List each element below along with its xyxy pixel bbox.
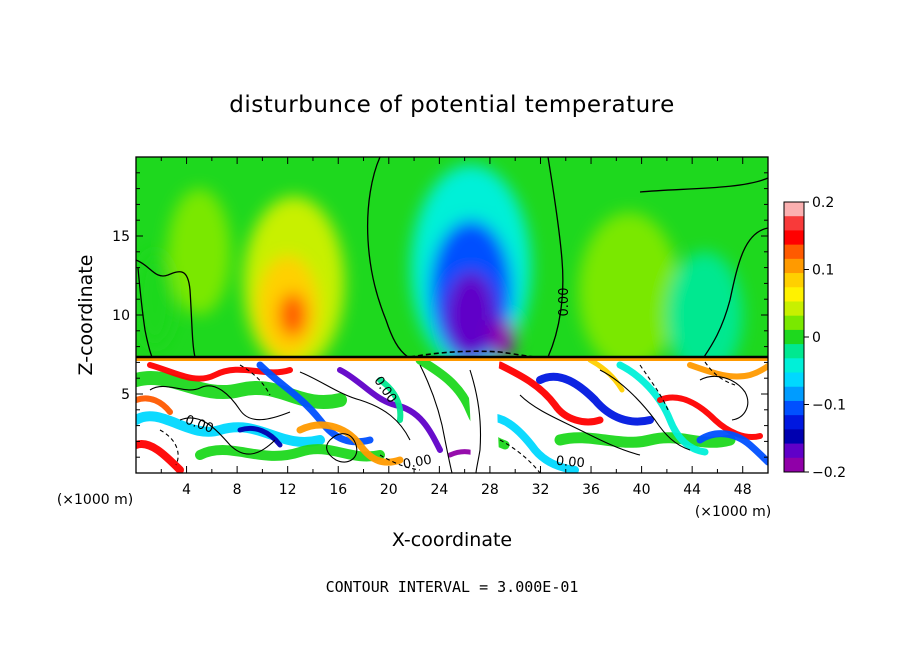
x-tick-label: 4	[182, 482, 191, 498]
colorbar-swatch	[784, 329, 804, 345]
x-tick-label: 12	[279, 482, 297, 498]
y-axis: 5 10 15	[112, 156, 768, 474]
x-unit-left: (×1000 m)	[57, 492, 133, 508]
colorbar-swatch	[784, 273, 804, 288]
turbulence-band	[536, 372, 654, 426]
colorbar-tick-label: 0	[812, 330, 821, 346]
colorbar-tick-label: −0.2	[812, 465, 846, 481]
x-tick-label: 44	[683, 482, 701, 498]
x-tick-label: 32	[532, 482, 550, 498]
x-tick-label: 8	[233, 482, 242, 498]
turbulence-band	[377, 377, 404, 423]
turbulence-band	[136, 440, 184, 473]
turbulence-clear	[460, 357, 500, 473]
turbulence-band	[657, 394, 763, 440]
turbulence-band	[554, 432, 736, 448]
x-axis: 4 8 12 16 20 24 28 32 36 40 44 48	[135, 157, 769, 498]
turbulence-band	[136, 411, 325, 447]
colorbar-swatch	[784, 415, 804, 430]
turbulence-band	[136, 395, 173, 415]
turbulence-band	[496, 361, 604, 426]
colorbar-tick-label: −0.1	[812, 398, 846, 414]
colorbar-swatch	[784, 287, 804, 302]
upper-field	[136, 164, 743, 357]
x-unit-right: (×1000 m)	[695, 504, 771, 520]
colorbar	[783, 201, 805, 473]
x-tick-label: 24	[430, 482, 448, 498]
turbulence-band	[296, 421, 404, 466]
x-tick-label: 40	[633, 482, 651, 498]
colorbar-swatch	[784, 301, 804, 317]
colorbar-swatch	[784, 372, 804, 388]
colorbar-tick-label: 0.1	[812, 263, 834, 279]
contour-lines-lower	[149, 361, 749, 473]
field-blob	[278, 292, 307, 338]
contour-labels: 0.00 0.00 0.00 0.00 0.00	[183, 288, 585, 473]
contour-lines-upper	[136, 157, 768, 357]
colorbar-swatch	[784, 202, 804, 217]
turbulence-band	[237, 425, 283, 448]
colorbar-swatch	[784, 400, 804, 416]
turbulence-band	[337, 367, 443, 453]
colorbar-swatch	[784, 244, 804, 260]
turbulence-band	[696, 430, 768, 466]
turbulence-band	[195, 444, 385, 462]
interface-band	[136, 357, 768, 361]
colorbar-swatch	[784, 358, 804, 374]
turbulence-band	[687, 362, 768, 380]
colorbar-swatch	[784, 457, 804, 473]
chart-title: disturbunce of potential temperature	[229, 92, 675, 118]
contour-interval-note: CONTOUR INTERVAL = 3.000E-01	[326, 578, 579, 596]
colorbar-swatch	[784, 258, 804, 274]
contour-label: 0.00	[402, 453, 433, 473]
x-tick-label: 16	[329, 482, 347, 498]
colorbar-swatch	[784, 429, 804, 445]
field-blob	[167, 188, 231, 315]
colorbar-swatch	[784, 315, 804, 331]
colorbar-swatch	[784, 386, 804, 402]
x-tick-label: 28	[481, 482, 499, 498]
y-axis-title: Z-coordinate	[75, 255, 97, 376]
colorbar-ticks: 0.2 0.1 0 −0.1 −0.2	[804, 195, 846, 481]
field-blob	[489, 318, 516, 357]
y-tick-label: 5	[121, 387, 130, 403]
colorbar-tick-label: 0.2	[812, 195, 834, 211]
turbulence-band	[587, 357, 625, 393]
field-blob	[578, 212, 680, 357]
contour-label: 0.00	[555, 454, 585, 471]
y-tick-label: 15	[112, 229, 130, 245]
x-tick-label: 20	[380, 482, 398, 498]
x-tick-label: 48	[734, 482, 752, 498]
x-tick-label: 36	[582, 482, 600, 498]
plot-area	[135, 156, 769, 474]
colorbar-swatch	[784, 344, 804, 359]
y-tick-label: 10	[112, 308, 130, 324]
x-axis-title: X-coordinate	[392, 529, 512, 551]
field-blob	[666, 251, 743, 357]
field-blob	[445, 271, 497, 357]
turbulence-band	[136, 371, 347, 409]
contour-label: 0.00	[557, 288, 572, 317]
colorbar-swatch	[784, 230, 804, 246]
turbulence-band	[256, 361, 374, 446]
colorbar-swatch	[784, 216, 804, 231]
lower-field	[136, 357, 768, 473]
turbulence-band	[616, 361, 709, 456]
colorbar-swatch	[784, 443, 804, 459]
